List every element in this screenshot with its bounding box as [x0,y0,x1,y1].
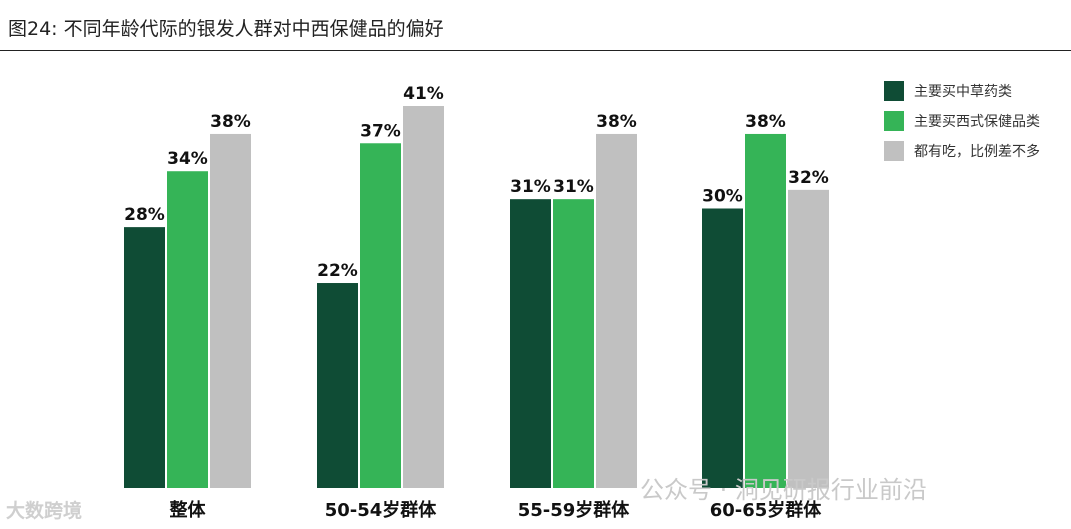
chart-legend: 主要买中草药类 主要买西式保健品类 都有吃，比例差不多 [884,76,1040,166]
legend-label-herbal: 主要买中草药类 [914,84,1012,100]
category-label-1: 整体 [169,499,207,521]
bar-both-4 [788,189,829,489]
legend-label-western: 主要买西式保健品类 [914,114,1040,130]
category-label-3: 55-59岁群体 [518,499,631,521]
legend-item-herbal: 主要买中草药类 [884,76,1040,106]
bar-both-2 [403,106,444,488]
legend-item-western: 主要买西式保健品类 [884,106,1040,136]
bar-both-1 [210,133,251,488]
data-label-both-2: 41% [403,84,444,104]
bar-herbal-3 [510,199,551,489]
bar-both-3 [596,133,637,488]
data-label-western-1: 34% [167,149,208,169]
data-label-western-2: 37% [360,121,401,141]
bar-herbal-2 [317,283,358,488]
legend-item-both: 都有吃，比例差不多 [884,136,1040,166]
legend-label-both: 都有吃，比例差不多 [914,144,1040,160]
category-label-2: 50-54岁群体 [325,499,438,521]
data-label-herbal-4: 30% [702,186,743,206]
data-label-both-1: 38% [210,112,251,132]
bar-western-4 [745,133,786,488]
data-label-herbal-2: 22% [317,261,358,281]
category-label-4: 60-65岁群体 [710,499,823,521]
watermark-right: 公众号 · 洞见研报行业前沿 [640,476,927,504]
bar-herbal-4 [702,208,743,489]
data-label-herbal-3: 31% [510,177,551,197]
legend-swatch-both [884,141,904,161]
chart-title: 图24: 不同年龄代际的银发人群对中西保健品的偏好 [8,18,444,40]
title-bar: 图24: 不同年龄代际的银发人群对中西保健品的偏好 [0,0,1071,51]
data-label-herbal-1: 28% [124,205,165,225]
bar-western-1 [167,171,208,488]
bar-herbal-1 [124,227,165,488]
legend-swatch-herbal [884,81,904,101]
data-label-both-4: 32% [788,168,829,188]
bar-western-3 [553,199,594,489]
bar-western-2 [360,143,401,488]
data-label-western-3: 31% [553,177,594,197]
watermark-left: 大数跨境 [6,500,83,522]
legend-swatch-western [884,111,904,131]
data-label-western-4: 38% [745,112,786,132]
data-label-both-3: 38% [596,112,637,132]
